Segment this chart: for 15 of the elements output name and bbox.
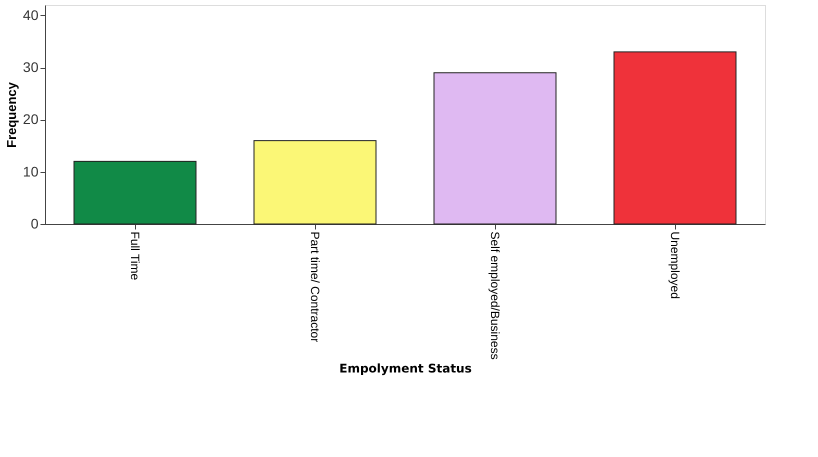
y-tick-label: 30 [22, 59, 39, 76]
x-axis-title: Empolyment Status [339, 362, 472, 376]
bar [254, 140, 376, 224]
x-tick-label: Self employed/Business [488, 232, 502, 360]
y-tick-label: 10 [22, 163, 39, 180]
y-axis-title: Frequency [4, 81, 19, 148]
bar [74, 160, 196, 224]
y-tick-label: 0 [30, 216, 39, 232]
y-tick-label: 20 [22, 111, 39, 128]
bar [434, 72, 556, 224]
x-tick-label: Unemployed [668, 232, 682, 299]
x-tick-label: Full Time [128, 232, 142, 280]
x-tick-label: Part time/ Contractor [308, 232, 322, 342]
bar [614, 51, 736, 224]
y-tick-label: 40 [22, 6, 39, 23]
